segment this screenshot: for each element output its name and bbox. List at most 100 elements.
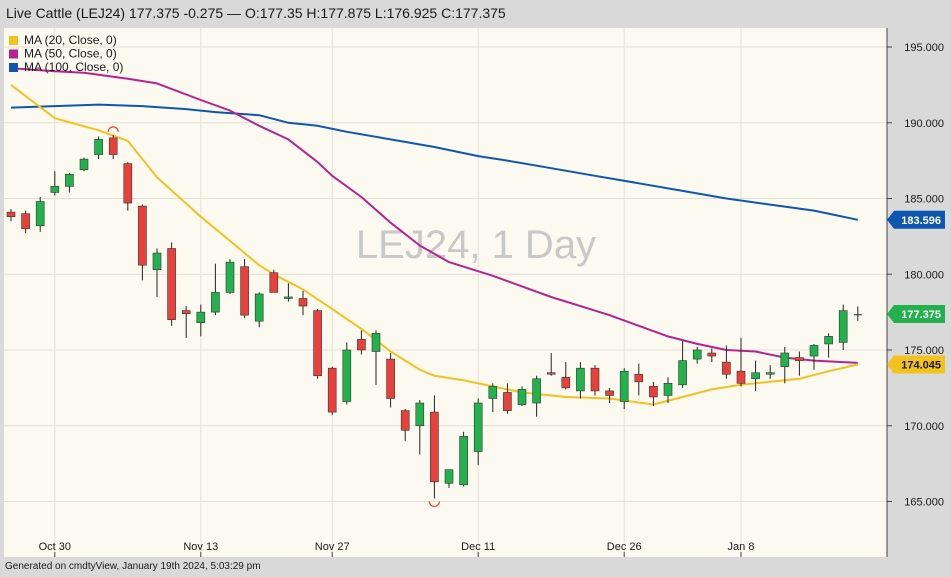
x-tick-label: Nov 27	[315, 541, 350, 553]
candle-body	[108, 137, 118, 155]
grid-lines	[4, 28, 887, 557]
candle-body	[386, 358, 395, 399]
legend-swatch	[9, 36, 18, 45]
candle	[138, 204, 147, 281]
x-tick-label: Dec 11	[461, 541, 495, 553]
candle	[123, 162, 133, 211]
time-axis[interactable]: Oct 30 Nov 13 Nov 27 Dec 11 Dec 26 Jan 8	[39, 541, 755, 557]
candle	[284, 283, 293, 302]
ohlc-values: O:177.35 H:177.875 L:176.925 C:177.375	[244, 5, 506, 21]
candle	[298, 290, 308, 316]
candle-body	[430, 411, 439, 483]
candle-body	[254, 293, 264, 322]
candle-body	[503, 392, 512, 411]
candle	[269, 269, 279, 293]
candle-body	[634, 373, 644, 383]
candle	[240, 259, 249, 319]
candle-body	[795, 357, 804, 361]
candle-body	[284, 296, 293, 299]
candle-body	[809, 345, 819, 357]
candle-body	[371, 333, 381, 352]
candle	[313, 309, 322, 379]
candle	[400, 409, 410, 441]
candle-body	[240, 266, 249, 316]
candle-body	[707, 352, 717, 357]
y-tick-label: 180.000	[904, 269, 944, 281]
price-chart[interactable]: LEJ24, 1 Day 195.000 190.000 185.000 180.00…	[0, 28, 951, 557]
candle-body	[342, 349, 352, 402]
candle-body	[21, 213, 30, 230]
legend-label: MA (100, Close, 0)	[24, 60, 123, 74]
legend-label: MA (50, Close, 0)	[24, 47, 117, 61]
candle-body	[517, 389, 527, 405]
candle-body	[546, 372, 556, 375]
candle-body	[269, 272, 279, 293]
candle-body	[561, 376, 571, 389]
candle	[459, 431, 468, 487]
y-tick-label: 170.000	[904, 421, 944, 433]
candle-body	[722, 361, 731, 375]
plot-area[interactable]	[4, 28, 887, 557]
candle-body	[79, 158, 89, 171]
candle	[503, 383, 512, 414]
candle	[678, 340, 687, 388]
candle	[254, 292, 264, 328]
candle	[765, 365, 775, 379]
candle	[430, 395, 439, 499]
candle	[634, 363, 644, 396]
candle-body	[765, 372, 775, 375]
candle-body	[167, 248, 176, 320]
candle	[561, 362, 571, 390]
candle	[108, 134, 118, 160]
candle	[605, 387, 614, 404]
candle-body	[415, 402, 425, 427]
candle	[532, 375, 541, 417]
x-tick-label: Jan 8	[728, 541, 755, 553]
candle	[415, 399, 425, 455]
y-tick-label: 190.000	[904, 118, 944, 130]
candle	[488, 383, 498, 413]
candle	[181, 306, 191, 338]
candle	[342, 342, 352, 405]
candle-body	[152, 252, 162, 271]
candle	[50, 171, 60, 196]
candle-body	[211, 292, 220, 313]
candle	[444, 469, 454, 488]
candle	[167, 242, 176, 326]
candle	[6, 209, 16, 222]
indicator-legend: MA (20, Close, 0)MA (50, Close, 0)MA (10…	[9, 33, 123, 74]
candle-body	[459, 436, 468, 486]
candle	[663, 377, 673, 404]
high-marker	[107, 126, 119, 132]
y-tick-label: 185.000	[904, 194, 944, 206]
candle	[838, 304, 848, 350]
chart-header: Live Cattle (LEJ24) 177.375 -0.275 — O:1…	[0, 0, 951, 28]
candle-body	[298, 298, 308, 307]
candle	[780, 346, 790, 384]
extreme-markers	[107, 126, 440, 507]
candle	[357, 330, 366, 355]
candle	[473, 398, 483, 466]
candle-body	[35, 201, 45, 227]
candle	[795, 351, 804, 376]
candle-body	[400, 410, 410, 431]
candle-body	[751, 372, 760, 380]
candle	[371, 330, 381, 385]
generated-timestamp: Generated on cmdtyView, January 19th 202…	[5, 561, 261, 572]
candle	[196, 304, 206, 337]
candle-body	[736, 370, 746, 384]
candle	[692, 346, 702, 364]
candle-body	[605, 390, 614, 396]
candle	[590, 365, 600, 396]
candle	[751, 360, 760, 391]
price-label-bg	[887, 305, 945, 324]
ma20-line	[10, 84, 859, 406]
y-tick-label: 195.000	[904, 42, 944, 54]
low-marker	[428, 501, 440, 507]
candle-body	[225, 261, 235, 293]
x-tick-label: Nov 13	[183, 541, 218, 553]
candle-body	[50, 186, 60, 193]
price-axis[interactable]: 195.000 190.000 185.000 180.000 175.000 170.0…	[886, 28, 944, 557]
x-tick-label: Oct 30	[39, 541, 71, 553]
price-label: 183.596	[887, 210, 945, 229]
